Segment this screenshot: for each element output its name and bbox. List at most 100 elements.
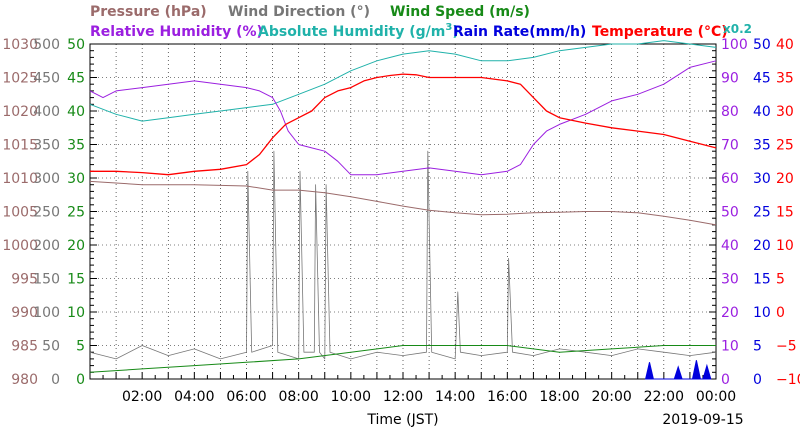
x-tick-label: 10:00 xyxy=(331,389,371,405)
y-tick-label-wind-speed: 30 xyxy=(67,171,85,187)
y-tick-label-pressure: 1000 xyxy=(2,238,38,254)
y-tick-label-wind-speed: 50 xyxy=(67,37,85,53)
y-tick-label-wind-direction: 250 xyxy=(33,205,60,221)
legend-rain-rate: Rain Rate(mm/h) xyxy=(453,24,586,40)
y-tick-label-wind-speed: 0 xyxy=(76,372,85,388)
x-tick-label: 12:00 xyxy=(383,389,423,405)
series-absolute-humidity-g-m xyxy=(89,40,717,122)
x-tick-label: 02:00 xyxy=(122,389,162,405)
y-tick-label-temperature: 5 xyxy=(776,272,785,288)
y-tick-label-wind-direction: 150 xyxy=(33,272,60,288)
series-group xyxy=(89,40,717,380)
y-tick-label-temperature: 10 xyxy=(776,238,794,254)
y-axis-labels: 9809859909951000100510101015102010251030… xyxy=(2,37,800,388)
x-axis-title: Time (JST) xyxy=(366,412,438,428)
x-tick-label: 16:00 xyxy=(487,389,527,405)
x-tick-label: 06:00 xyxy=(226,389,266,405)
y-tick-label-pressure: 1030 xyxy=(2,37,38,53)
y-tick-label-rain-rate: 30 xyxy=(753,171,771,187)
y-tick-label-relative-humidity: 30 xyxy=(721,272,739,288)
y-tick-label-relative-humidity: 60 xyxy=(721,171,739,187)
x-tick-label: 18:00 xyxy=(539,389,579,405)
y-tick-label-wind-speed: 45 xyxy=(67,71,85,87)
x-tick-label: 04:00 xyxy=(174,389,214,405)
legend-temperature: Temperature (°C) xyxy=(592,24,728,40)
y-tick-label-wind-speed: 5 xyxy=(76,339,85,355)
y-tick-label-wind-direction: 0 xyxy=(51,372,60,388)
x-tick-label: 14:00 xyxy=(435,389,475,405)
y-tick-label-wind-direction: 50 xyxy=(42,339,60,355)
y-tick-label-wind-speed: 15 xyxy=(67,272,85,288)
legend-wind-speed: Wind Speed (m/s) xyxy=(390,4,530,20)
y-tick-label-rain-rate: 40 xyxy=(753,104,771,120)
y-tick-label-pressure: 990 xyxy=(11,305,38,321)
y-tick-label-temperature: 30 xyxy=(776,104,794,120)
series-wind-direction xyxy=(89,150,717,360)
y-tick-label-rain-rate: 20 xyxy=(753,238,771,254)
legend-absolute-humidity: Absolute Humidity (g/m3) xyxy=(258,22,459,40)
y-tick-label-wind-speed: 10 xyxy=(67,305,85,321)
y-tick-label-temperature: 40 xyxy=(776,37,794,53)
axis-ticks xyxy=(90,50,716,379)
y-tick-label-relative-humidity: 70 xyxy=(721,138,739,154)
legend-scale-note: x0.2 xyxy=(723,22,752,36)
y-tick-label-wind-speed: 35 xyxy=(67,138,85,154)
y-tick-label-relative-humidity: 40 xyxy=(721,238,739,254)
y-tick-label-rain-rate: 25 xyxy=(753,205,771,221)
series-pressure-hpa xyxy=(89,180,717,226)
y-tick-label-temperature: −10 xyxy=(776,372,800,388)
y-tick-label-relative-humidity: 100 xyxy=(721,37,748,53)
series-temperature-c xyxy=(90,73,717,176)
y-tick-label-temperature: 20 xyxy=(776,171,794,187)
series-rain-rate-mm-h xyxy=(644,360,712,380)
x-tick-label: 20:00 xyxy=(591,389,631,405)
y-tick-label-temperature: 35 xyxy=(776,71,794,87)
y-tick-label-pressure: 1010 xyxy=(2,171,38,187)
y-tick-label-wind-speed: 20 xyxy=(67,238,85,254)
y-tick-label-wind-direction: 300 xyxy=(33,171,60,187)
y-tick-label-relative-humidity: 0 xyxy=(721,372,730,388)
legend-absolute-humidity-close: ) xyxy=(452,24,458,40)
x-tick-label: 00:00 xyxy=(696,389,736,405)
date-label: 2019-09-15 xyxy=(662,412,743,428)
series-wind-speed-m-s xyxy=(89,345,716,373)
y-tick-label-rain-rate: 45 xyxy=(753,71,771,87)
y-tick-label-relative-humidity: 80 xyxy=(721,104,739,120)
y-tick-label-pressure: 985 xyxy=(11,339,38,355)
y-tick-label-relative-humidity: 20 xyxy=(721,305,739,321)
y-tick-label-temperature: 15 xyxy=(776,205,794,221)
y-tick-label-pressure: 1020 xyxy=(2,104,38,120)
y-tick-label-relative-humidity: 90 xyxy=(721,71,739,87)
y-tick-label-pressure: 1005 xyxy=(2,205,38,221)
x-tick-label: 08:00 xyxy=(278,389,318,405)
y-tick-label-wind-speed: 25 xyxy=(67,205,85,221)
y-tick-label-wind-direction: 100 xyxy=(33,305,60,321)
y-tick-label-wind-direction: 450 xyxy=(33,71,60,87)
legend-absolute-humidity-sup: 3 xyxy=(445,22,452,33)
y-tick-label-temperature: 25 xyxy=(776,138,794,154)
y-tick-label-rain-rate: 50 xyxy=(753,37,771,53)
series-relative-humidity xyxy=(89,60,717,176)
y-tick-label-pressure: 995 xyxy=(11,272,38,288)
legend-wind-direction: Wind Direction (°) xyxy=(228,4,370,20)
y-tick-label-rain-rate: 0 xyxy=(753,372,762,388)
x-axis-labels: 02:00 04:00 06:00 08:00 10:00 12:00 14:00 16:00… xyxy=(122,389,736,405)
y-tick-label-wind-direction: 200 xyxy=(33,238,60,254)
x-tick-label: 22:00 xyxy=(644,389,684,405)
y-tick-label-rain-rate: 10 xyxy=(753,305,771,321)
legend-pressure: Pressure (hPa) xyxy=(90,4,207,20)
y-tick-label-wind-direction: 400 xyxy=(33,104,60,120)
y-tick-label-pressure: 1015 xyxy=(2,138,38,154)
y-tick-label-wind-direction: 350 xyxy=(33,138,60,154)
legend-relative-humidity: Relative Humidity (%) xyxy=(90,24,263,40)
y-tick-label-temperature: −5 xyxy=(776,339,797,355)
y-tick-label-rain-rate: 15 xyxy=(753,272,771,288)
legend-absolute-humidity-text: Absolute Humidity (g/m xyxy=(258,24,445,40)
y-tick-label-rain-rate: 5 xyxy=(753,339,762,355)
y-tick-label-wind-direction: 500 xyxy=(33,37,60,53)
y-tick-label-pressure: 1025 xyxy=(2,71,38,87)
y-tick-label-pressure: 980 xyxy=(11,372,38,388)
y-tick-label-relative-humidity: 50 xyxy=(721,205,739,221)
y-tick-label-relative-humidity: 10 xyxy=(721,339,739,355)
